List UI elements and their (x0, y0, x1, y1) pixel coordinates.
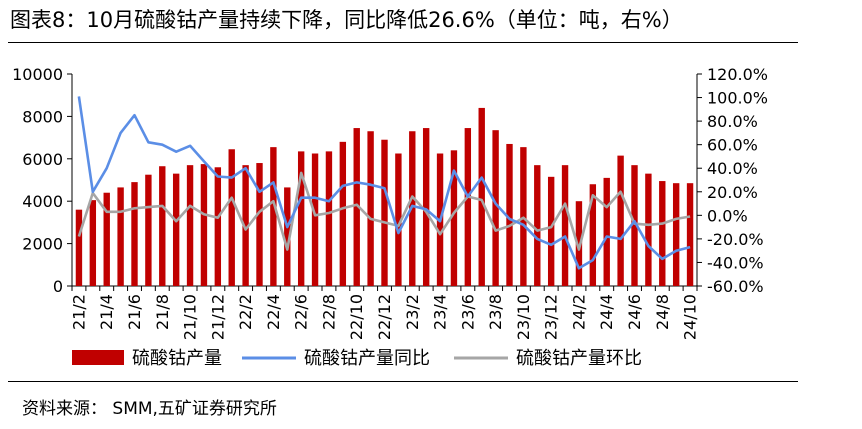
bar (159, 166, 166, 286)
bar (631, 165, 638, 286)
bar-series (75, 107, 694, 286)
chart-title: 图表8：10月硫酸钴产量持续下降，同比降低26.6%（单位：吨，右%） (10, 8, 683, 32)
bar (686, 183, 694, 286)
bar (547, 176, 555, 286)
bar (270, 147, 277, 286)
bar (325, 151, 333, 286)
x-tick-label: 23/8 (486, 294, 505, 330)
x-tick-label: 21/4 (97, 294, 116, 330)
x-tick-label: 24/4 (597, 294, 616, 330)
x-tick-label: 22/4 (264, 294, 283, 330)
x-tick-label: 24/2 (569, 294, 588, 330)
bar (395, 153, 402, 286)
left-tick-label: 10000 (12, 65, 63, 84)
bar (381, 139, 388, 286)
x-tick-label: 21/2 (69, 294, 88, 330)
legend-bar-swatch (72, 350, 124, 365)
x-tick-label: 23/6 (458, 294, 477, 330)
axes: 0 2000 4000 6000 8000 10000 -60.0% -40.0% -20.0%… (12, 65, 768, 340)
left-tick-label: 8000 (22, 107, 63, 126)
bar (422, 128, 430, 286)
x-tick-label: 24/8 (653, 294, 672, 330)
bar (131, 182, 138, 286)
left-tick-label: 0 (53, 277, 63, 296)
bar (214, 167, 222, 286)
bar (228, 149, 235, 286)
mom-line (77, 171, 691, 251)
x-tick-label: 23/2 (403, 294, 422, 330)
bar (75, 209, 83, 286)
x-tick-label: 23/4 (431, 294, 450, 330)
bar (645, 173, 652, 286)
x-tick-label: 22/10 (347, 294, 366, 340)
right-tick-label: 60.0% (707, 136, 758, 155)
bar (478, 107, 485, 286)
bar (617, 155, 624, 286)
bar (186, 165, 194, 286)
bar (172, 173, 180, 286)
bar (506, 143, 513, 286)
right-tick-label: 100.0% (707, 89, 768, 108)
source-divider (8, 381, 798, 382)
left-tick-label: 4000 (22, 192, 63, 211)
right-tick-label: 120.0% (707, 65, 768, 84)
bar (89, 200, 97, 286)
right-tick-label: -60.0% (707, 277, 764, 296)
bar (145, 174, 152, 286)
bar (256, 163, 263, 286)
title-divider (8, 42, 798, 43)
bar (589, 184, 597, 286)
right-tick-label: 80.0% (707, 112, 758, 131)
x-tick-label: 21/6 (125, 294, 144, 330)
bar (464, 128, 472, 286)
x-tick-label: 22/6 (292, 294, 311, 330)
x-tick-label: 21/10 (181, 294, 200, 340)
bar (561, 165, 569, 286)
right-tick-label: 20.0% (707, 183, 758, 202)
right-tick-label: -20.0% (707, 230, 764, 249)
bar (534, 165, 541, 286)
bar (339, 141, 347, 286)
bar (297, 151, 305, 286)
x-tick-label: 22/12 (375, 294, 394, 340)
bar (672, 183, 680, 286)
left-tick-label: 2000 (22, 235, 63, 254)
x-tick-label: 24/6 (625, 294, 644, 330)
right-tick-label: -40.0% (707, 253, 764, 272)
legend-label: 硫酸钴产量同比 (304, 348, 430, 369)
bar (450, 150, 458, 286)
x-tick-label: 22/2 (236, 294, 255, 330)
x-tick-label: 21/8 (153, 294, 172, 330)
bar (311, 153, 319, 286)
x-tick-label: 24/10 (681, 294, 700, 340)
legend-label: 硫酸钴产量 (132, 348, 222, 369)
legend-label: 硫酸钴产量环比 (516, 348, 642, 369)
source-note: 资料来源： SMM,五矿证券研究所 (22, 399, 277, 419)
bar (284, 187, 291, 286)
bar (492, 130, 499, 286)
bar (103, 192, 110, 286)
line-series (77, 96, 691, 270)
left-tick-label: 6000 (22, 150, 63, 169)
bar (603, 177, 610, 286)
yoy-line (77, 96, 691, 270)
x-tick-label: 21/12 (208, 294, 227, 340)
right-tick-label: 40.0% (707, 159, 758, 178)
x-tick-label: 23/10 (514, 294, 533, 340)
x-tick-label: 23/12 (542, 294, 561, 340)
bar (367, 131, 374, 286)
bar (353, 128, 360, 286)
bar (117, 187, 124, 286)
bar (575, 201, 583, 286)
legend: 硫酸钴产量 硫酸钴产量同比 硫酸钴产量环比 (72, 348, 642, 369)
x-tick-label: 22/8 (319, 294, 338, 330)
bar (659, 181, 666, 286)
bar (200, 164, 208, 286)
bar (242, 165, 249, 286)
right-tick-label: 0.0% (707, 206, 748, 225)
